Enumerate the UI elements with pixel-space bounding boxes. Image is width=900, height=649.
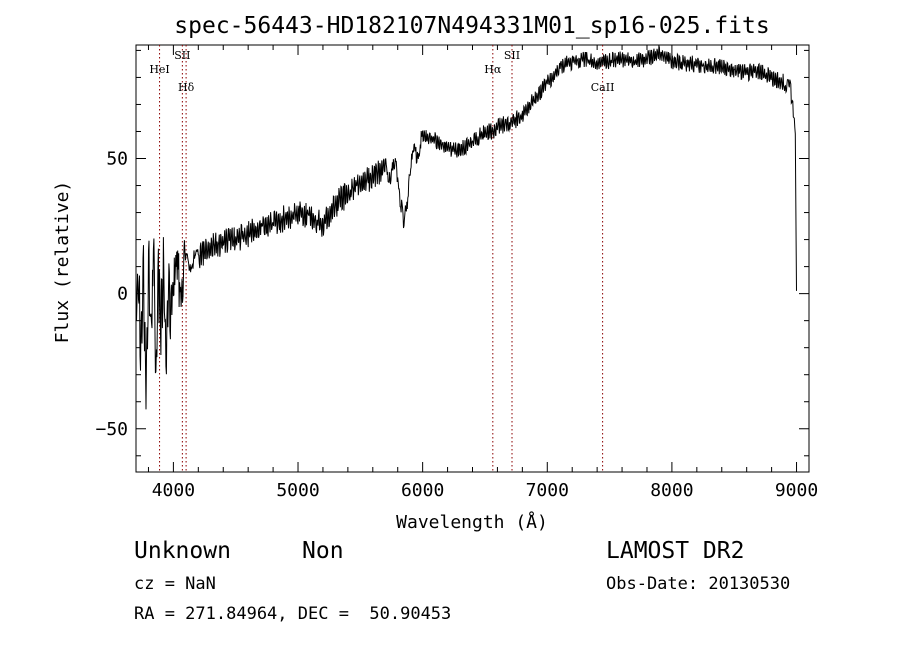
- chart-title: spec-56443-HD182107N494331M01_sp16-025.f…: [174, 13, 769, 39]
- x-tick-label: 6000: [401, 480, 444, 501]
- y-axis-label: Flux (relative): [52, 181, 73, 344]
- spectral-line-label: SII: [504, 49, 520, 62]
- coordinates: RA = 271.84964, DEC = 50.90453: [134, 604, 452, 624]
- object-class: Non: [302, 538, 344, 564]
- y-tick-label: −50: [95, 419, 128, 440]
- x-tick-label: 8000: [650, 480, 693, 501]
- obs-date: Obs-Date: 20130530: [606, 574, 791, 594]
- x-tick-label: 9000: [775, 480, 818, 501]
- spectral-line-label: CaII: [591, 81, 615, 94]
- spectral-line-label: SII: [174, 49, 190, 62]
- y-tick-label: 50: [106, 149, 128, 170]
- redshift: cz = NaN: [134, 574, 216, 594]
- x-axis-label: Wavelength (Å): [396, 511, 548, 533]
- object-type: Unknown: [134, 538, 231, 564]
- x-tick-label: 4000: [152, 480, 195, 501]
- x-tick-label: 5000: [276, 480, 319, 501]
- plot-frame: [135, 44, 810, 473]
- survey-name: LAMOST DR2: [606, 538, 745, 564]
- spectrum-line: [135, 45, 797, 410]
- axis-ticks: 4000 5000 6000 7000 8000 9000 −50 0 50: [95, 45, 818, 501]
- y-tick-label: 0: [117, 284, 128, 305]
- spectral-line-label: HeI: [149, 63, 169, 76]
- x-tick-label: 7000: [526, 480, 569, 501]
- spectral-line-label: Hδ: [178, 81, 195, 94]
- spectral-line-label: Hα: [484, 63, 502, 76]
